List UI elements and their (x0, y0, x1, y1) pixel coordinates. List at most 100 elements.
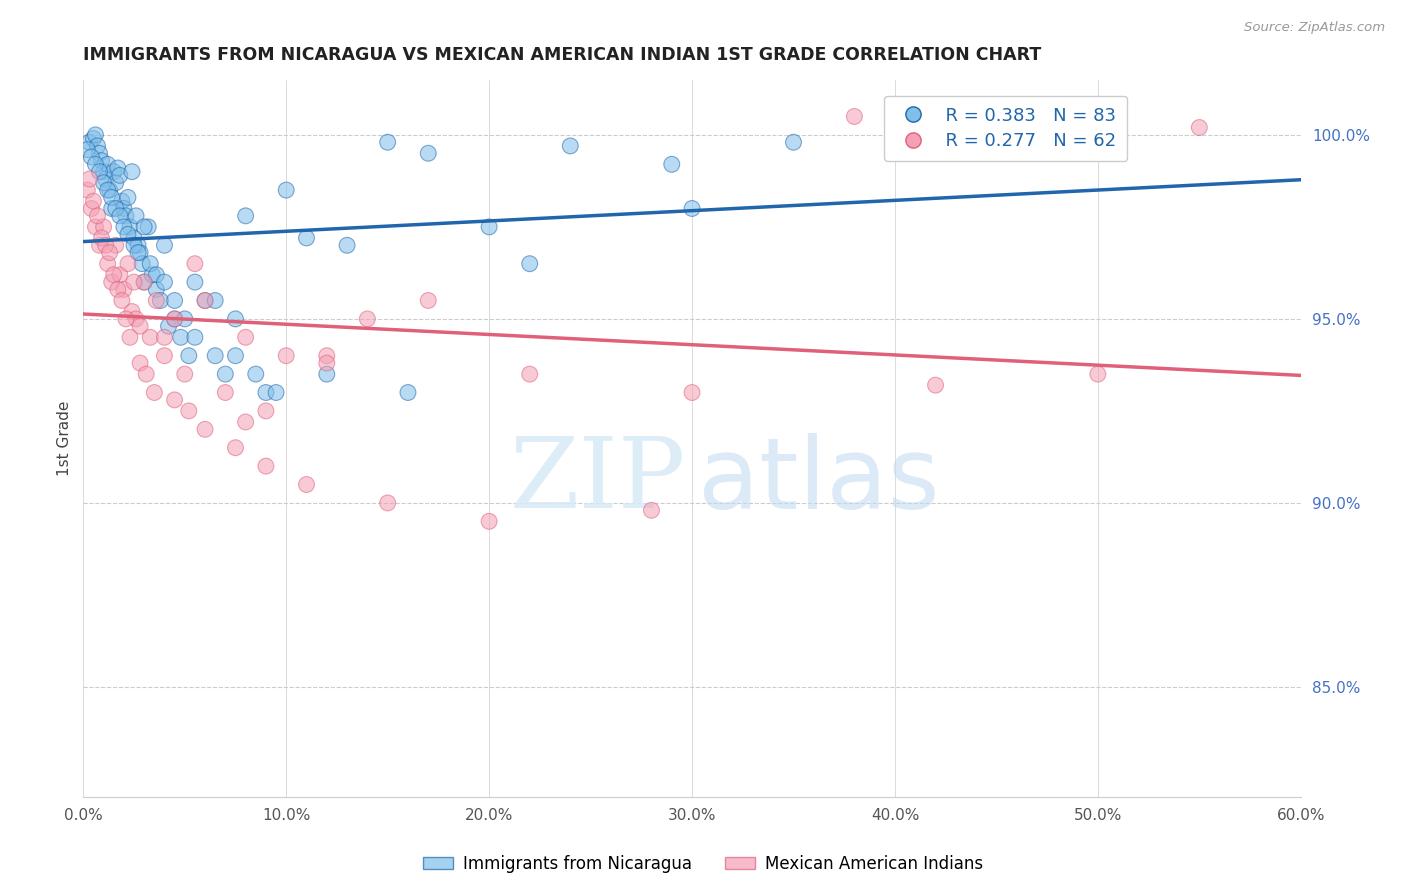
Point (80, 202, 103, 216)
Point (295, 477, 318, 491)
Point (295, 231, 318, 245)
Point (254, 385, 277, 400)
Point (177, 349, 200, 363)
Point (396, 385, 419, 400)
Point (93, 176, 115, 190)
Point (204, 349, 226, 363)
Point (107, 161, 129, 175)
Point (141, 268, 163, 282)
Point (224, 441, 246, 455)
Point (97, 157, 120, 171)
Point (86, 209, 108, 223)
Point (89, 238, 111, 252)
Point (478, 219, 501, 234)
Point (924, 128, 946, 142)
Point (194, 422, 217, 436)
Point (117, 227, 139, 242)
Point (134, 219, 156, 234)
Point (108, 268, 131, 282)
Point (157, 319, 180, 334)
Point (122, 231, 145, 245)
Point (245, 367, 267, 381)
Legend:   R = 0.383   N = 83,   R = 0.277   N = 62: R = 0.383 N = 83, R = 0.277 N = 62 (884, 95, 1128, 161)
Point (681, 385, 703, 400)
Point (125, 312, 148, 326)
Point (254, 459, 277, 474)
Point (84, 219, 107, 234)
Point (173, 367, 195, 381)
Point (153, 330, 176, 344)
Point (315, 349, 337, 363)
Point (418, 293, 440, 308)
Point (276, 183, 298, 197)
Point (129, 319, 152, 334)
Point (1087, 367, 1109, 381)
Point (82, 194, 104, 208)
Point (356, 312, 378, 326)
Point (184, 330, 207, 344)
Point (214, 385, 236, 400)
Point (163, 293, 186, 308)
Point (153, 238, 176, 252)
Point (111, 194, 134, 208)
Point (264, 385, 287, 400)
Point (79, 135, 101, 149)
Point (782, 135, 804, 149)
Point (315, 356, 337, 370)
Point (115, 312, 138, 326)
Point (194, 293, 217, 308)
Point (163, 312, 186, 326)
Point (122, 238, 145, 252)
Point (112, 283, 135, 297)
Point (145, 283, 167, 297)
Point (89, 164, 111, 178)
Point (131, 257, 153, 271)
Point (143, 385, 166, 400)
Point (108, 169, 131, 183)
Legend: Immigrants from Nicaragua, Mexican American Indians: Immigrants from Nicaragua, Mexican Ameri… (416, 848, 990, 880)
Point (97, 257, 120, 271)
Point (139, 330, 162, 344)
Point (84, 128, 107, 142)
Point (135, 367, 157, 381)
Point (884, 146, 907, 161)
Point (121, 164, 143, 178)
Point (117, 190, 139, 204)
Point (170, 330, 193, 344)
Point (112, 202, 135, 216)
Point (560, 139, 582, 153)
Point (122, 275, 145, 289)
Point (1188, 120, 1211, 135)
Point (108, 209, 131, 223)
Point (84, 157, 107, 171)
Point (377, 496, 399, 510)
Point (235, 209, 257, 223)
Point (184, 257, 207, 271)
Point (103, 268, 125, 282)
Point (184, 275, 207, 289)
Point (661, 157, 683, 171)
Point (100, 190, 122, 204)
Point (104, 238, 127, 252)
Point (118, 330, 141, 344)
Point (177, 404, 200, 418)
Point (129, 356, 152, 370)
Point (204, 293, 226, 308)
Point (94, 238, 117, 252)
Point (117, 257, 139, 271)
Point (139, 257, 162, 271)
Point (418, 146, 440, 161)
Text: atlas: atlas (699, 434, 939, 530)
Text: IMMIGRANTS FROM NICARAGUA VS MEXICAN AMERICAN INDIAN 1ST GRADE CORRELATION CHART: IMMIGRANTS FROM NICARAGUA VS MEXICAN AME… (83, 46, 1042, 64)
Point (173, 312, 195, 326)
Point (76, 183, 98, 197)
Point (134, 275, 156, 289)
Point (844, 110, 866, 124)
Point (80, 150, 103, 164)
Point (163, 392, 186, 407)
Point (254, 404, 277, 418)
Point (1087, 110, 1109, 124)
Point (100, 275, 122, 289)
Point (315, 367, 337, 381)
Point (681, 202, 703, 216)
